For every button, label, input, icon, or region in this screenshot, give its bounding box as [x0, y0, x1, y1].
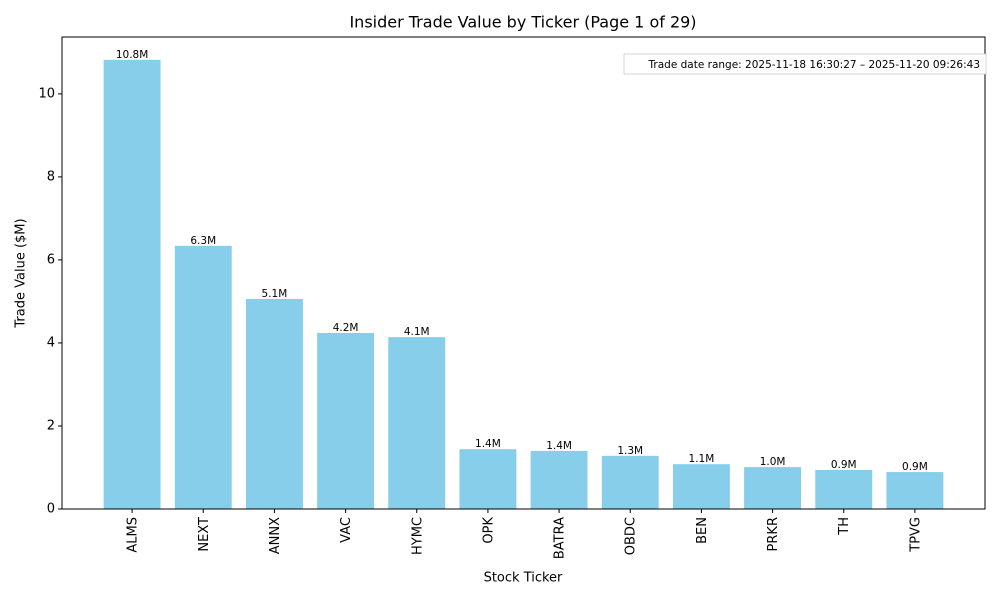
y-tick-label: 2 — [47, 418, 55, 433]
chart-title: Insider Trade Value by Ticker (Page 1 of… — [349, 13, 696, 32]
x-tick-label: PRKR — [766, 517, 781, 551]
bar — [601, 455, 659, 509]
value-label: 4.2M — [333, 322, 359, 334]
y-tick-label: 0 — [47, 502, 55, 517]
value-label: 6.3M — [190, 235, 216, 247]
value-label: 1.1M — [689, 453, 715, 465]
value-label: 1.4M — [546, 440, 572, 452]
bar — [388, 337, 446, 509]
x-tick-label: NEXT — [197, 517, 212, 552]
value-label: 5.1M — [262, 288, 288, 300]
bar — [744, 467, 802, 509]
y-tick-label: 6 — [47, 252, 55, 267]
x-tick-label: HYMC — [410, 517, 425, 555]
bar — [103, 59, 161, 510]
bar — [886, 472, 944, 509]
bar — [815, 469, 873, 509]
x-tick-label: BEN — [695, 517, 710, 544]
bar — [530, 450, 588, 509]
x-tick-label: BATRA — [553, 517, 568, 559]
x-tick-label: TH — [837, 517, 852, 536]
axes-frame — [61, 36, 986, 510]
value-label: 10.8M — [116, 49, 148, 61]
value-label: 0.9M — [831, 459, 857, 471]
annotation-box — [623, 53, 987, 75]
bar — [317, 332, 375, 509]
x-tick-label: ANNX — [268, 517, 283, 554]
x-tick-label: VAC — [339, 517, 354, 543]
y-tick-label: 10 — [38, 86, 55, 101]
value-label: 0.9M — [902, 461, 928, 473]
x-tick-label: ALMS — [126, 517, 141, 553]
annotation: Trade date range: 2025-11-18 16:30:27 – … — [648, 59, 980, 71]
value-label: 1.0M — [760, 456, 786, 468]
bar — [174, 245, 232, 509]
value-label: 4.1M — [404, 326, 430, 338]
x-tick-label: OBDC — [624, 517, 639, 555]
bar — [459, 449, 517, 509]
x-axis-label: Stock Ticker — [484, 571, 563, 586]
value-label: 1.4M — [475, 438, 501, 450]
y-axis-label: Trade Value ($M) — [14, 218, 29, 328]
x-tick-label: OPK — [481, 517, 496, 544]
x-tick-label: TPVG — [908, 517, 923, 553]
value-label: 1.3M — [617, 445, 643, 457]
y-tick-label: 4 — [47, 335, 55, 350]
bar — [672, 464, 730, 509]
y-tick-label: 8 — [47, 169, 55, 184]
bar — [245, 298, 303, 509]
